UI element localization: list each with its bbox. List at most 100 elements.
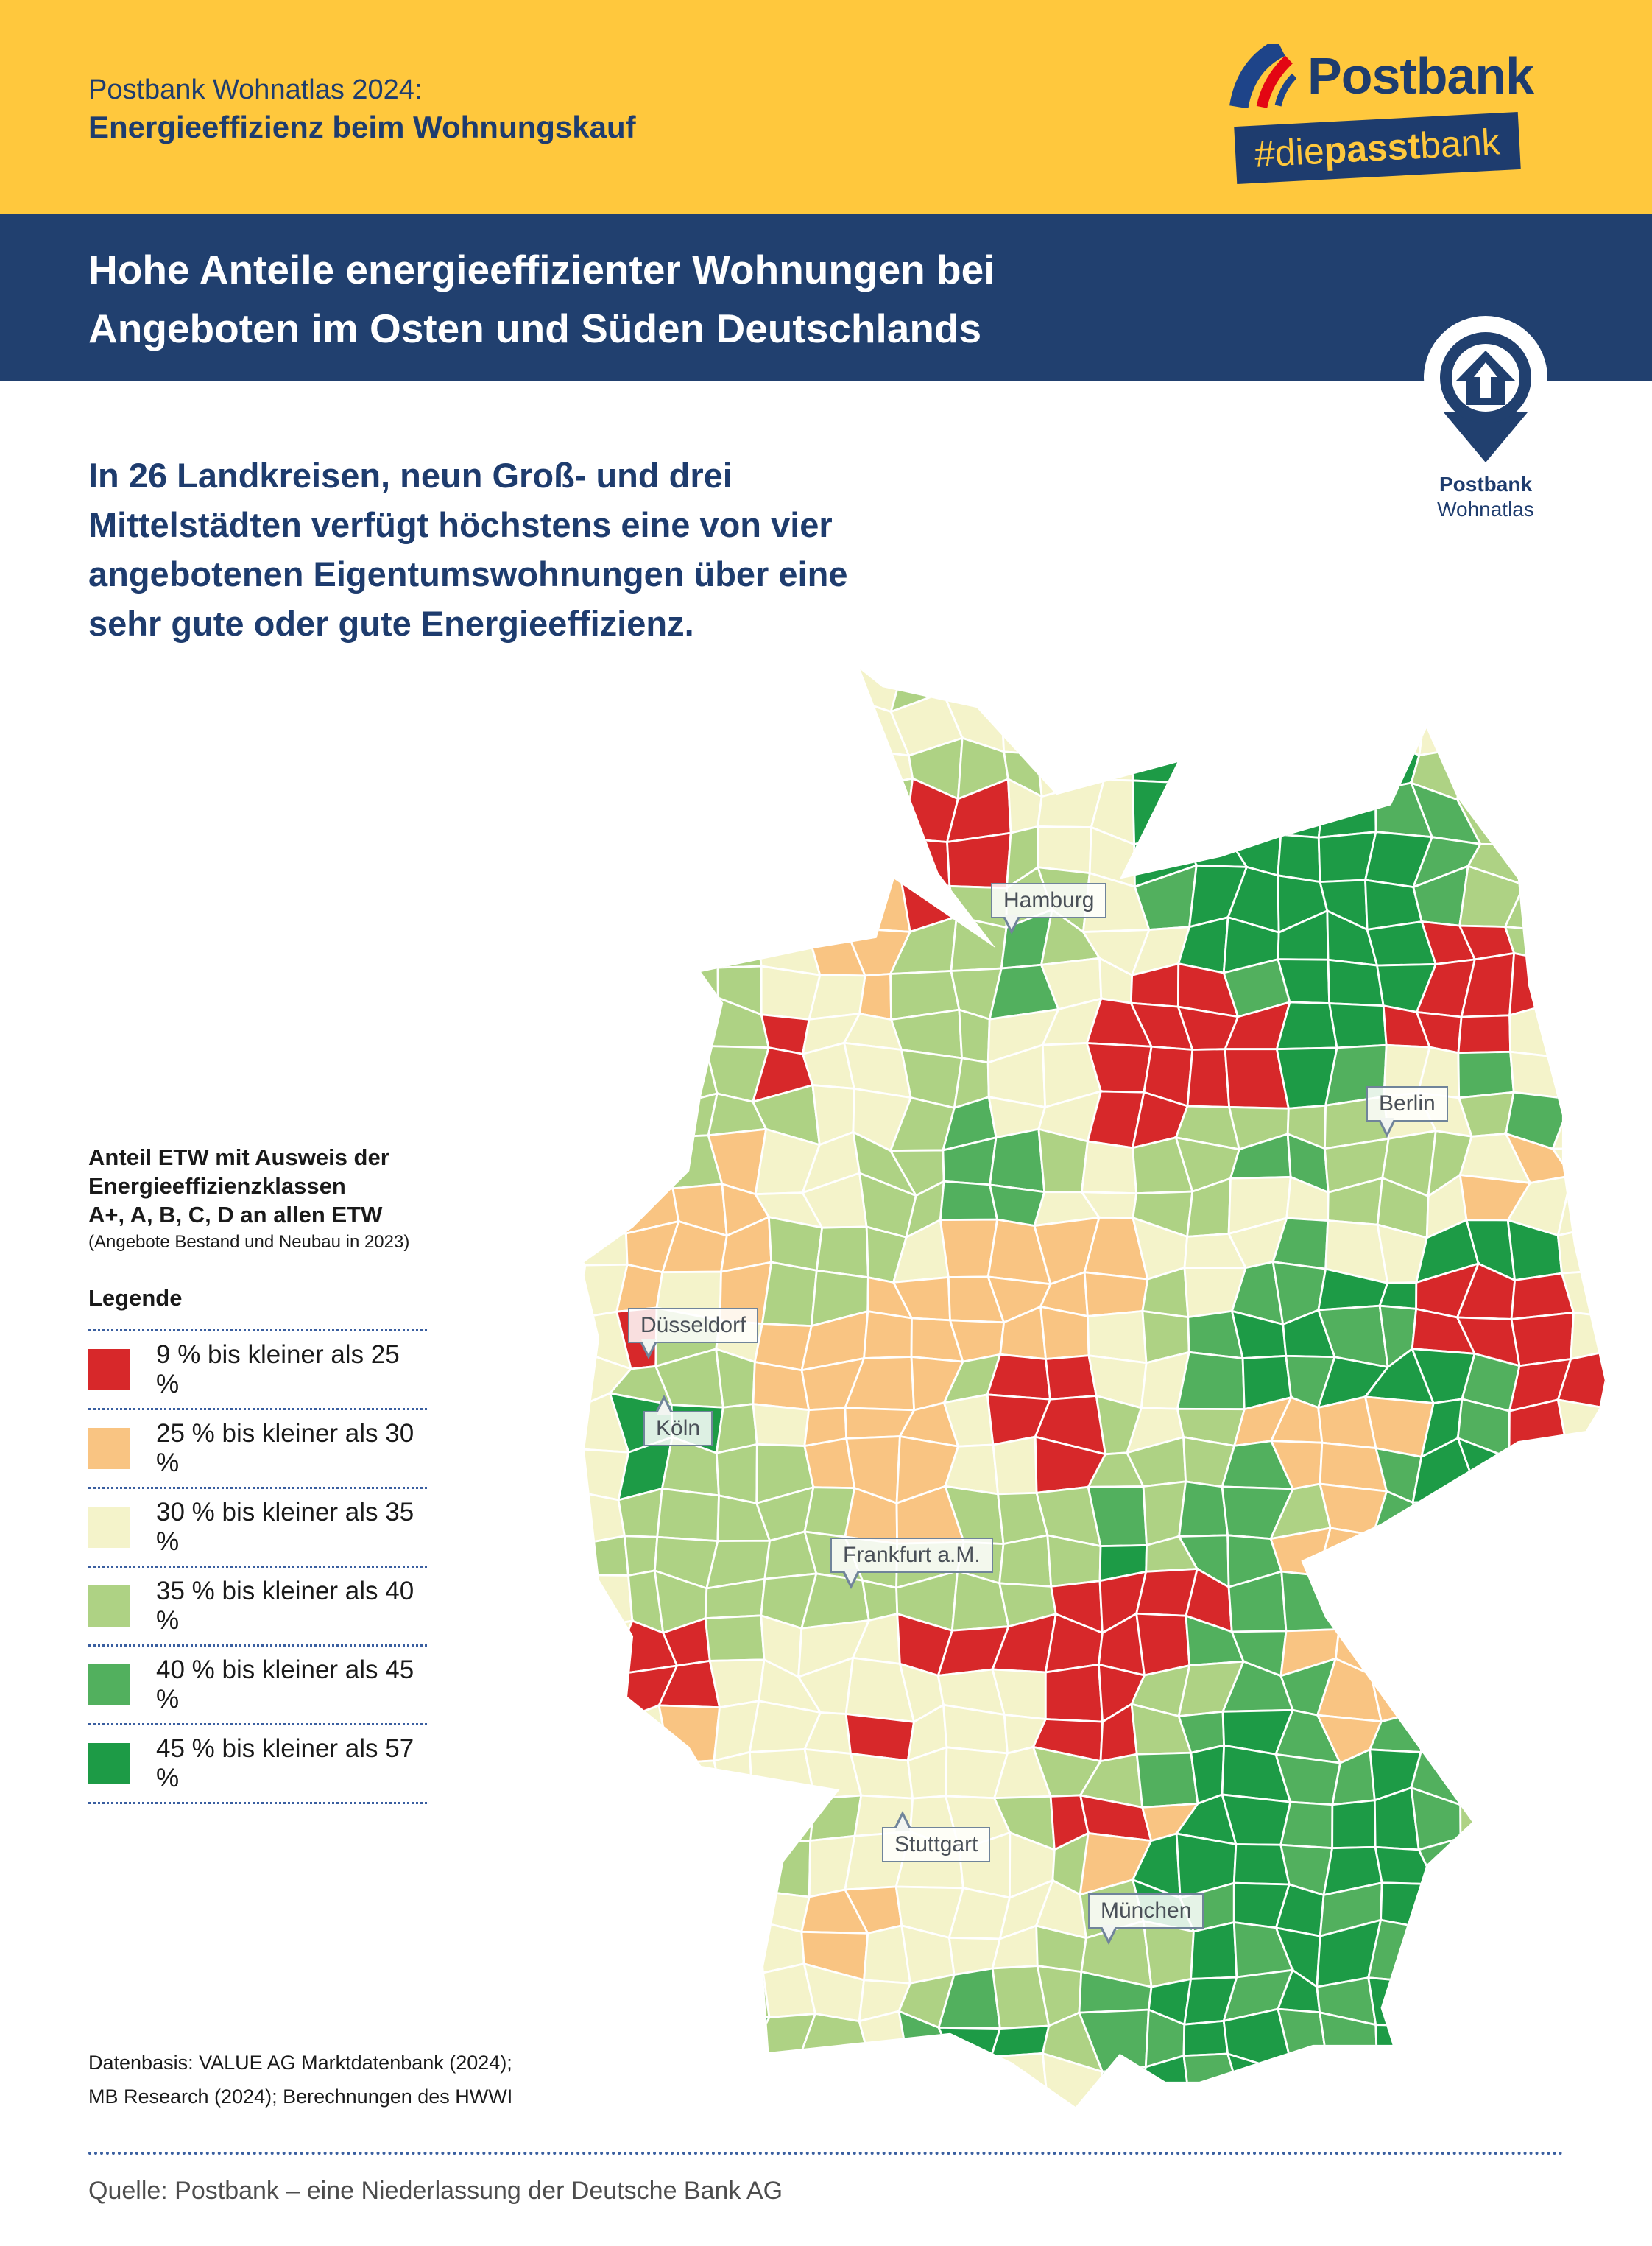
headline-line2: Angeboten im Osten und Süden Deutschland…: [88, 306, 982, 351]
district-cell: [1039, 1305, 1090, 1361]
headline: Hohe Anteile energieeffizienter Wohnunge…: [88, 240, 995, 358]
district-cell: [760, 1261, 818, 1328]
district-cell: [1569, 1569, 1608, 1622]
district-cell: [794, 833, 858, 889]
district-cell: [1462, 1618, 1527, 1679]
district-cell: [1374, 669, 1433, 708]
district-cell: [1556, 1479, 1608, 1537]
district-cell: [617, 753, 667, 792]
district-cell: [610, 1091, 679, 1148]
district-cell: [613, 921, 679, 968]
district-cell: [998, 1534, 1053, 1588]
district-cell: [582, 732, 629, 792]
district-cell: [809, 1794, 863, 1842]
pin-caption-line1: Postbank: [1439, 473, 1533, 496]
district-cell: [709, 820, 769, 877]
district-cell: [1268, 778, 1326, 839]
district-cell: [1381, 705, 1427, 757]
district-cell: [616, 1761, 672, 1809]
district-cell: [658, 1789, 722, 1848]
district-cell: [1559, 1662, 1608, 1711]
data-source-note: Datenbasis: VALUE AG Marktdatenbank (202…: [88, 2046, 512, 2113]
district-cell: [655, 693, 709, 756]
city-label-pointer-fill: [1101, 1925, 1116, 1940]
city-label-pointer-fill: [657, 1400, 671, 1415]
germany-choropleth-map: Hamburg Berlin Düsseldorf Köln Frankfurt a.M…: [573, 658, 1612, 2107]
header-bar: Postbank Wohnatlas 2024: Energieeffizien…: [0, 0, 1652, 214]
district-cell: [754, 865, 816, 933]
city-label-pointer-fill: [844, 1569, 858, 1584]
district-cell: [1456, 2068, 1519, 2107]
district-cell: [706, 737, 769, 790]
legend-item: 9 % bis kleiner als 25 %: [88, 1329, 427, 1408]
district-cell: [1505, 1749, 1567, 1806]
district-cell: [1520, 1616, 1577, 1670]
district-cell: [1556, 669, 1608, 713]
district-cell: [1506, 747, 1575, 782]
district-cell: [944, 2055, 998, 2107]
district-cell: [658, 1759, 722, 1795]
district-cell: [1424, 669, 1472, 711]
district-cell: [1417, 2066, 1470, 2107]
district-cell: [1550, 919, 1608, 968]
district-cell: [899, 837, 951, 888]
district-cell: [1224, 778, 1282, 836]
district-cell: [1456, 747, 1522, 802]
district-cell: [1372, 1534, 1436, 1593]
district-cell: [1324, 2066, 1388, 2107]
district-cell: [936, 2026, 1002, 2063]
district-cell: [1228, 742, 1292, 794]
district-cell: [1331, 1799, 1377, 1850]
legend: 9 % bis kleiner als 25 % 25 % bis kleiner…: [88, 1329, 427, 1804]
map-city-label-frankfurtam: Frankfurt a.M.: [830, 1538, 993, 1589]
district-cell: [1559, 1927, 1608, 1969]
district-cell: [1570, 1048, 1608, 1102]
page-title: Postbank Wohnatlas 2024: Energieeffizien…: [88, 72, 636, 147]
district-cell: [1556, 1533, 1608, 1580]
district-cell: [1131, 739, 1199, 785]
district-cell: [752, 1360, 811, 1412]
legend-swatch: [88, 1585, 130, 1627]
badge-bold: passt: [1323, 124, 1422, 172]
district-cell: [582, 996, 631, 1066]
district-cell: [1559, 830, 1608, 890]
district-cell: [1556, 1398, 1608, 1446]
district-cell: [1135, 1612, 1191, 1677]
legend-label: 45 % bis kleiner als 57 %: [156, 1734, 414, 1792]
district-cell: [1505, 1708, 1567, 1761]
district-cell: [1459, 1802, 1517, 1846]
district-cell: [1414, 1621, 1486, 1678]
district-cell: [1280, 1570, 1341, 1633]
legend-item: 40 % bis kleiner als 45 %: [88, 1644, 427, 1723]
district-cell: [610, 1053, 679, 1105]
district-cell: [610, 823, 674, 875]
diepasstbank-badge: #diepasstbank: [1234, 111, 1521, 185]
district-cell: [797, 697, 858, 752]
map-city-label-stuttgart: Stuttgart: [882, 1811, 991, 1862]
district-cell: [1135, 1751, 1199, 1809]
district-cell: [625, 957, 667, 1019]
district-cell: [705, 1962, 771, 2019]
district-cell: [1466, 1569, 1527, 1624]
page-title-line2: Energieeffizienz beim Wohnungskauf: [88, 110, 636, 144]
district-cell: [806, 867, 854, 932]
district-cell: [653, 1891, 725, 1940]
district-cell: [1508, 1491, 1566, 1543]
district-cell: [1224, 669, 1289, 711]
legend-swatch: [88, 1349, 130, 1390]
district-cell: [1465, 1965, 1526, 2027]
city-label-text: München: [1101, 1898, 1192, 1923]
map-city-label-dsseldorf: Düsseldorf: [628, 1308, 759, 1359]
district-cell: [663, 2013, 716, 2059]
district-cell: [1465, 1919, 1523, 1985]
district-cell: [1314, 705, 1389, 751]
intro-line: In 26 Landkreisen, neun Groß- und drei: [88, 456, 733, 495]
headline-line1: Hohe Anteile energieeffizienter Wohnunge…: [88, 247, 995, 292]
district-cell: [1127, 699, 1189, 748]
district-cell: [582, 1965, 631, 2016]
district-cell: [848, 777, 914, 840]
map-city-label-hamburg: Hamburg: [991, 883, 1107, 934]
district-cell: [1279, 1800, 1334, 1850]
district-cell: [1458, 1655, 1523, 1719]
district-cell: [1182, 2019, 1229, 2057]
